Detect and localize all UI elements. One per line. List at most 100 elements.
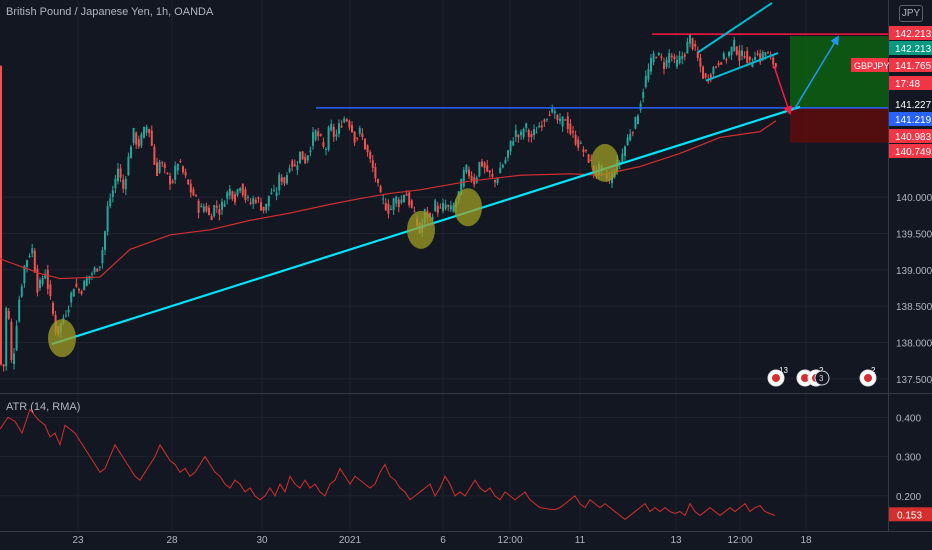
candle-body [748,56,751,61]
candle [335,129,338,141]
candle-body [556,115,559,121]
candle [559,113,561,125]
candle-body [93,267,96,273]
candle [486,159,489,173]
candle [200,203,203,208]
chart-title: British Pound / Japanese Yen, 1h, OANDA [6,6,214,18]
candle-body [491,174,494,177]
candles [0,33,777,372]
candle-body [767,52,769,54]
candle [681,51,684,65]
candle [452,202,455,213]
atr-tick-label: 0.300 [896,453,921,464]
candle [39,277,41,291]
candle [195,193,197,197]
candle-body [548,114,551,117]
candle-body [293,164,296,167]
candle [551,104,554,114]
candle-body [496,178,499,184]
candle [691,37,694,51]
candle [10,318,13,363]
price-label-text: 141.765 [895,61,932,72]
candle [579,140,582,145]
candle-body [187,179,190,185]
candle [83,279,86,291]
candle [650,53,652,75]
candle-body [585,149,587,151]
candle [715,65,717,69]
event-badge-count: 2 [871,366,876,375]
candle-body [301,151,304,160]
candle [176,163,179,175]
candle [720,62,723,65]
price-label: 141.219 [889,112,932,126]
atr-line [0,408,776,521]
candle-body [566,116,569,130]
price-label: 141.765 GBPJPY [851,58,932,72]
candle-body [673,56,676,59]
candle [169,172,171,190]
candle-body [111,190,114,198]
candle-body [468,169,470,177]
candle [447,204,450,212]
candle [733,36,736,52]
candle [366,144,369,157]
candle-body [637,115,639,124]
candle-body [551,108,554,113]
candle [72,288,75,297]
candle-body [49,284,52,297]
candle [631,131,634,137]
currency-button[interactable]: JPY [899,5,923,22]
candle [449,200,452,212]
event-badge-count: 2 [819,366,824,375]
candle-body [756,53,759,55]
touch-point-marker [454,188,482,227]
candle [517,134,520,143]
candle-body [686,41,689,54]
candle-body [741,50,743,57]
candle [36,264,39,297]
candle-body [166,172,169,174]
candle [218,204,221,221]
price-label-box [889,144,932,158]
candle-body [252,198,255,204]
candle [309,146,312,157]
candle-body [228,188,231,196]
candle [717,60,720,68]
candle-body [746,51,749,63]
candle-body [31,248,34,254]
candle-body [709,74,712,78]
candle-body [169,175,171,185]
candle-body [377,179,379,183]
candle-body [306,155,309,161]
price-label-text: 141.219 [895,115,932,126]
candle-body [624,146,626,156]
candle-body [486,165,489,172]
candle [491,168,494,179]
candle-body [280,177,283,182]
candle [127,152,130,177]
time-tick-label: 28 [166,535,178,546]
candle [213,204,216,218]
candle-body [156,162,158,176]
candle-body [722,53,725,59]
candle-body [668,53,671,63]
candle [148,128,151,138]
candle [712,65,715,78]
candle-body [80,291,83,294]
candle-body [33,250,36,273]
atr-indicator-label[interactable]: ATR (14, RMA) [6,401,81,413]
candle-body [629,133,632,141]
candle-body [208,207,210,215]
candle-body [18,299,21,322]
candle-body [309,150,312,153]
candle-body [296,165,299,170]
candle [395,195,398,207]
candle [33,248,36,274]
candle-body [509,140,512,152]
candle-body [304,156,307,164]
candle-body [83,280,86,291]
candle-body [26,260,28,267]
candle-body [299,151,301,164]
